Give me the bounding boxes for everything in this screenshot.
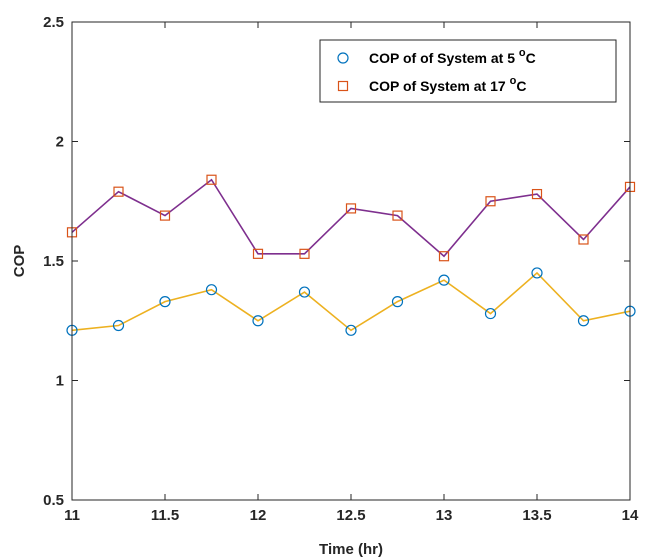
series-1-point [438,274,450,286]
series-1-point [112,319,125,332]
series-1-point [159,296,171,308]
series-1-point [391,296,404,308]
x-tick-label: 12 [250,507,267,524]
series-1-point [577,315,590,327]
series-2-point [531,188,543,200]
series-1-point [298,286,311,298]
legend-label-2: COP of System at 17 oC [369,75,526,94]
x-axis-label: Time (hr) [319,541,383,558]
y-tick-label: 1.5 [43,253,64,270]
series-1-point [531,267,543,279]
series-2-point [392,210,403,221]
series-2-point [345,203,357,214]
series-layer [66,174,636,336]
series-2-point [252,248,264,259]
series-1-point [345,324,357,336]
series-1-point [205,284,218,296]
series-1-point [252,315,264,327]
legend: COP of of System at 5 oC COP of System at… [319,39,617,103]
x-tick-label: 13.5 [522,507,551,524]
legend-marker-1 [337,52,349,64]
y-axis-label: COP [11,245,28,278]
series-1-line [71,271,631,332]
y-tick-label: 0.5 [43,492,64,509]
x-tick-label: 11.5 [151,507,179,524]
axes-layer: 11 11.5 12 12.5 13 13.5 140.511.522.5 [43,14,639,524]
y-tick-label: 2 [56,134,64,151]
series-2-point [159,210,171,221]
x-tick-label: 11 [64,507,80,524]
series-2-point [485,196,496,207]
legend-box [319,39,617,103]
legend-label-1: COP of of System at 5 oC [369,47,536,66]
y-tick-label: 2.5 [43,14,64,31]
series-2-point [206,174,217,185]
series-2-point [113,186,124,197]
series-2-line [71,178,631,258]
series-1-point [484,307,497,320]
x-tick-label: 13 [436,507,453,524]
x-tick-label: 14 [622,507,639,524]
y-tick-label: 1 [56,373,64,390]
legend-marker-2 [337,80,349,92]
series-2-point [438,251,450,262]
series-2 [66,174,636,262]
x-tick-label: 12.5 [336,507,365,524]
series-2-point [299,248,310,259]
series-2-point [578,234,589,245]
